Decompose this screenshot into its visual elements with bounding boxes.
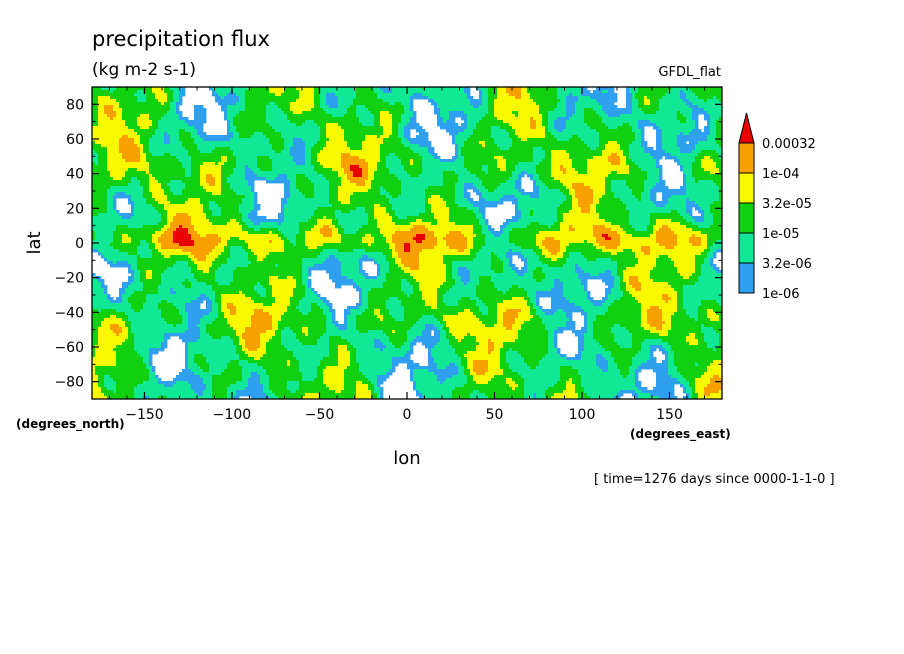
contour-field <box>92 87 722 399</box>
y-tick-label: 80 <box>66 97 84 113</box>
chart-title: precipitation flux <box>92 27 270 51</box>
y-tick-label: −40 <box>54 305 84 321</box>
colorbar-segment <box>738 262 755 294</box>
y-tick-label: 60 <box>66 132 84 148</box>
colorbar-segment <box>738 202 755 234</box>
x-tick-label: −100 <box>213 407 251 423</box>
x-tick-label: −150 <box>125 407 163 423</box>
colorbar-segment <box>738 142 755 174</box>
x-tick-label: −50 <box>305 407 335 423</box>
y-tick-label: −80 <box>54 375 84 391</box>
time-label: [ time=1276 days since 0000-1-1-0 ] <box>594 472 835 487</box>
x-tick-label: 0 <box>403 407 412 423</box>
x-axis-label: lon <box>393 448 420 469</box>
colorbar-label: 1e-06 <box>762 287 800 302</box>
y-axis-label: lat <box>24 231 45 254</box>
x-units-label: (degrees_east) <box>630 427 731 442</box>
colorbar-label: 1e-05 <box>762 227 800 242</box>
y-axis: −80 −60 −40 −20 0 20 40 60 80 <box>54 86 722 400</box>
colorbar-label: 1e-04 <box>762 167 800 182</box>
x-axis: −150 −100 −50 0 50 100 150 <box>109 87 705 423</box>
colorbar-segment <box>738 172 755 204</box>
colorbar-label: 0.00032 <box>762 137 816 152</box>
x-tick-label: 100 <box>569 407 596 423</box>
y-tick-label: 20 <box>66 201 84 217</box>
y-tick-label: −20 <box>54 271 84 287</box>
y-tick-label: −60 <box>54 340 84 356</box>
colorbar-arrow-top <box>738 112 755 144</box>
y-units-label: (degrees_north) <box>16 417 125 432</box>
colorbar-label: 3.2e-06 <box>762 257 812 272</box>
y-tick-label: 0 <box>75 236 84 252</box>
colorbar-segment <box>738 232 755 264</box>
chart-subtitle: (kg m-2 s-1) <box>92 60 196 80</box>
colorbar-legend: 0.00032 1e-04 3.2e-05 1e-05 3.2e-06 1e-06 <box>738 112 816 302</box>
colorbar-label: 3.2e-05 <box>762 197 812 212</box>
dataset-label: GFDL_flat <box>658 65 721 80</box>
x-tick-label: 150 <box>656 407 683 423</box>
y-tick-label: 40 <box>66 167 84 183</box>
x-tick-label: 50 <box>486 407 504 423</box>
